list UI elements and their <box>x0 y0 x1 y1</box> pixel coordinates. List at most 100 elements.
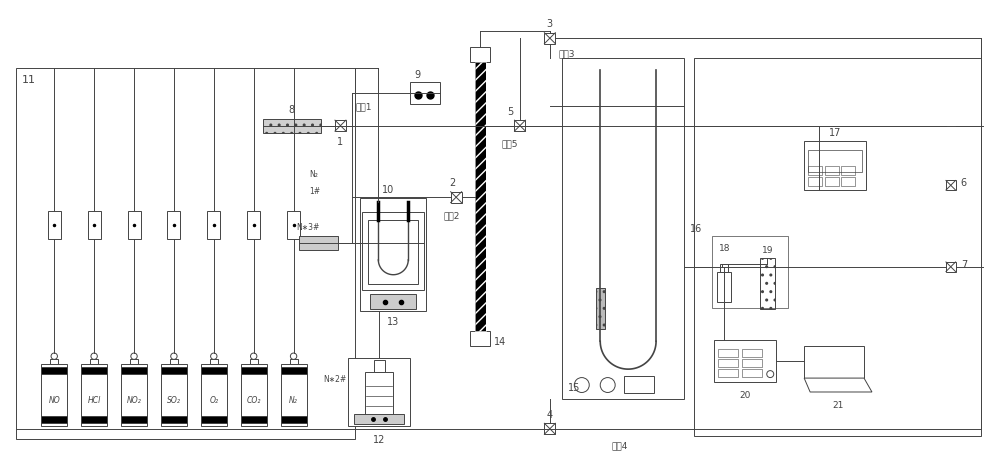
Text: 17: 17 <box>829 127 841 137</box>
Bar <box>760 258 775 310</box>
Bar <box>348 359 410 426</box>
Bar <box>130 359 138 364</box>
Bar <box>365 372 393 418</box>
Text: 路电2: 路电2 <box>444 211 460 220</box>
Circle shape <box>290 353 297 359</box>
Text: 18: 18 <box>719 243 730 252</box>
Bar <box>128 212 141 239</box>
Bar <box>170 359 178 364</box>
Text: N₂: N₂ <box>289 395 298 404</box>
Bar <box>808 178 822 187</box>
Bar <box>370 294 416 310</box>
Bar <box>742 369 762 377</box>
Text: 1#: 1# <box>310 186 321 195</box>
Circle shape <box>211 353 217 359</box>
Bar <box>290 359 298 364</box>
Bar <box>717 272 731 302</box>
Bar <box>718 359 738 367</box>
Bar <box>81 367 107 374</box>
Text: N₂: N₂ <box>310 169 318 178</box>
Text: 11: 11 <box>21 75 35 85</box>
Bar <box>808 151 862 173</box>
Text: SO₂: SO₂ <box>167 395 181 404</box>
Text: 7: 7 <box>961 259 967 269</box>
Bar <box>742 349 762 358</box>
Text: 13: 13 <box>387 317 399 327</box>
Text: NO₂: NO₂ <box>127 395 141 404</box>
Circle shape <box>51 353 57 359</box>
Text: N∗2#: N∗2# <box>323 374 346 383</box>
Bar <box>470 48 490 63</box>
Bar <box>362 212 424 290</box>
Bar <box>281 416 307 423</box>
Bar <box>41 416 67 423</box>
Bar <box>354 414 404 424</box>
Bar <box>90 359 98 364</box>
Bar <box>41 364 67 426</box>
Text: 2: 2 <box>449 178 455 188</box>
Polygon shape <box>804 378 872 392</box>
Text: 1: 1 <box>337 136 344 146</box>
Bar <box>804 347 864 378</box>
Text: 9: 9 <box>414 70 420 80</box>
Bar <box>161 416 187 423</box>
Bar <box>946 263 956 272</box>
Bar <box>41 367 67 374</box>
Bar <box>808 167 822 176</box>
Bar <box>241 364 267 426</box>
Text: 16: 16 <box>689 224 702 234</box>
Text: N∗3#: N∗3# <box>297 222 320 232</box>
Bar <box>281 367 307 374</box>
Bar <box>121 416 147 423</box>
Text: 3: 3 <box>547 19 553 29</box>
Bar <box>50 359 58 364</box>
Bar <box>742 359 762 367</box>
Text: 6: 6 <box>961 178 967 188</box>
Bar <box>167 212 180 239</box>
Bar <box>287 212 300 239</box>
Bar <box>241 367 267 374</box>
Bar <box>514 121 525 132</box>
Text: O₂: O₂ <box>209 395 218 404</box>
Circle shape <box>91 353 97 359</box>
Bar <box>374 360 385 372</box>
Bar <box>263 119 321 133</box>
Text: 路电1: 路电1 <box>355 102 372 111</box>
Bar <box>368 221 418 284</box>
Bar <box>201 364 227 426</box>
Circle shape <box>250 353 257 359</box>
Circle shape <box>131 353 137 359</box>
Bar <box>475 63 486 332</box>
Bar <box>121 367 147 374</box>
Bar <box>299 237 338 250</box>
Bar <box>596 288 605 330</box>
Bar <box>250 359 258 364</box>
Bar <box>694 59 981 436</box>
Bar <box>201 367 227 374</box>
Text: 5: 5 <box>507 106 513 116</box>
Bar <box>720 264 728 272</box>
Bar <box>475 63 486 332</box>
Text: CO₂: CO₂ <box>246 395 261 404</box>
Bar <box>207 212 220 239</box>
Bar <box>201 416 227 423</box>
Bar <box>562 59 684 399</box>
Bar <box>81 416 107 423</box>
Text: 10: 10 <box>382 185 394 195</box>
Bar <box>712 237 788 308</box>
Bar <box>410 83 440 105</box>
Circle shape <box>171 353 177 359</box>
Text: 8: 8 <box>289 105 295 115</box>
Bar <box>121 364 147 426</box>
Bar <box>335 121 346 132</box>
Text: 14: 14 <box>494 337 506 347</box>
Bar <box>241 416 267 423</box>
Bar <box>81 364 107 426</box>
Bar <box>281 364 307 426</box>
Bar <box>718 369 738 377</box>
Bar <box>841 167 855 176</box>
Text: 路电4: 路电4 <box>611 441 628 450</box>
Bar <box>946 181 956 191</box>
Text: 15: 15 <box>568 382 580 392</box>
Text: 路电3: 路电3 <box>559 49 575 58</box>
